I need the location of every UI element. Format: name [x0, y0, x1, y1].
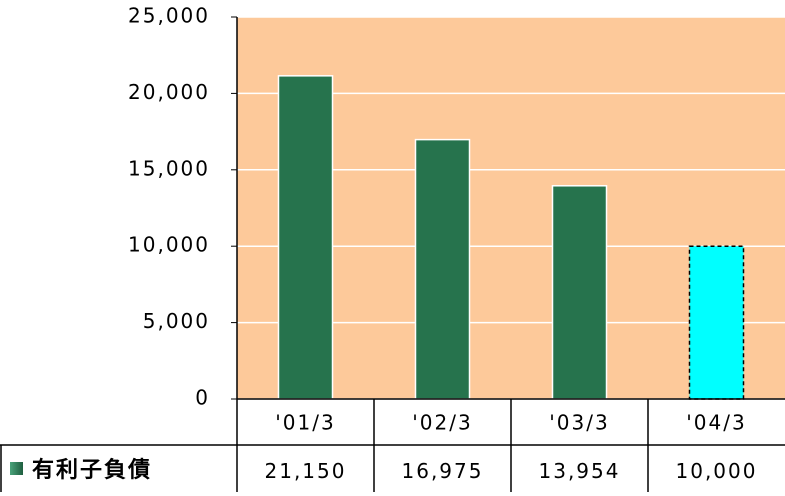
bar	[551, 185, 608, 400]
bar	[688, 245, 745, 400]
bar	[414, 138, 471, 400]
y-tick-label: 5,000	[143, 309, 210, 333]
table-value: 13,954	[539, 459, 621, 483]
y-tick-label: 10,000	[128, 233, 210, 257]
table-value: 10,000	[676, 459, 758, 483]
y-tick-label: 0	[195, 386, 210, 410]
legend-label: 有利子負債	[32, 457, 152, 483]
x-tick-label: '01/3	[275, 411, 335, 435]
table-value: 16,975	[402, 459, 484, 483]
bar	[277, 75, 334, 400]
x-tick-label: '03/3	[549, 411, 609, 435]
y-tick-label: 25,000	[128, 4, 210, 28]
table-value: 21,150	[265, 459, 347, 483]
y-tick-label: 20,000	[128, 80, 210, 104]
y-tick-label: 15,000	[128, 156, 210, 180]
legend-swatch	[10, 462, 23, 475]
x-tick-label: '04/3	[686, 411, 746, 435]
x-tick-label: '02/3	[412, 411, 472, 435]
